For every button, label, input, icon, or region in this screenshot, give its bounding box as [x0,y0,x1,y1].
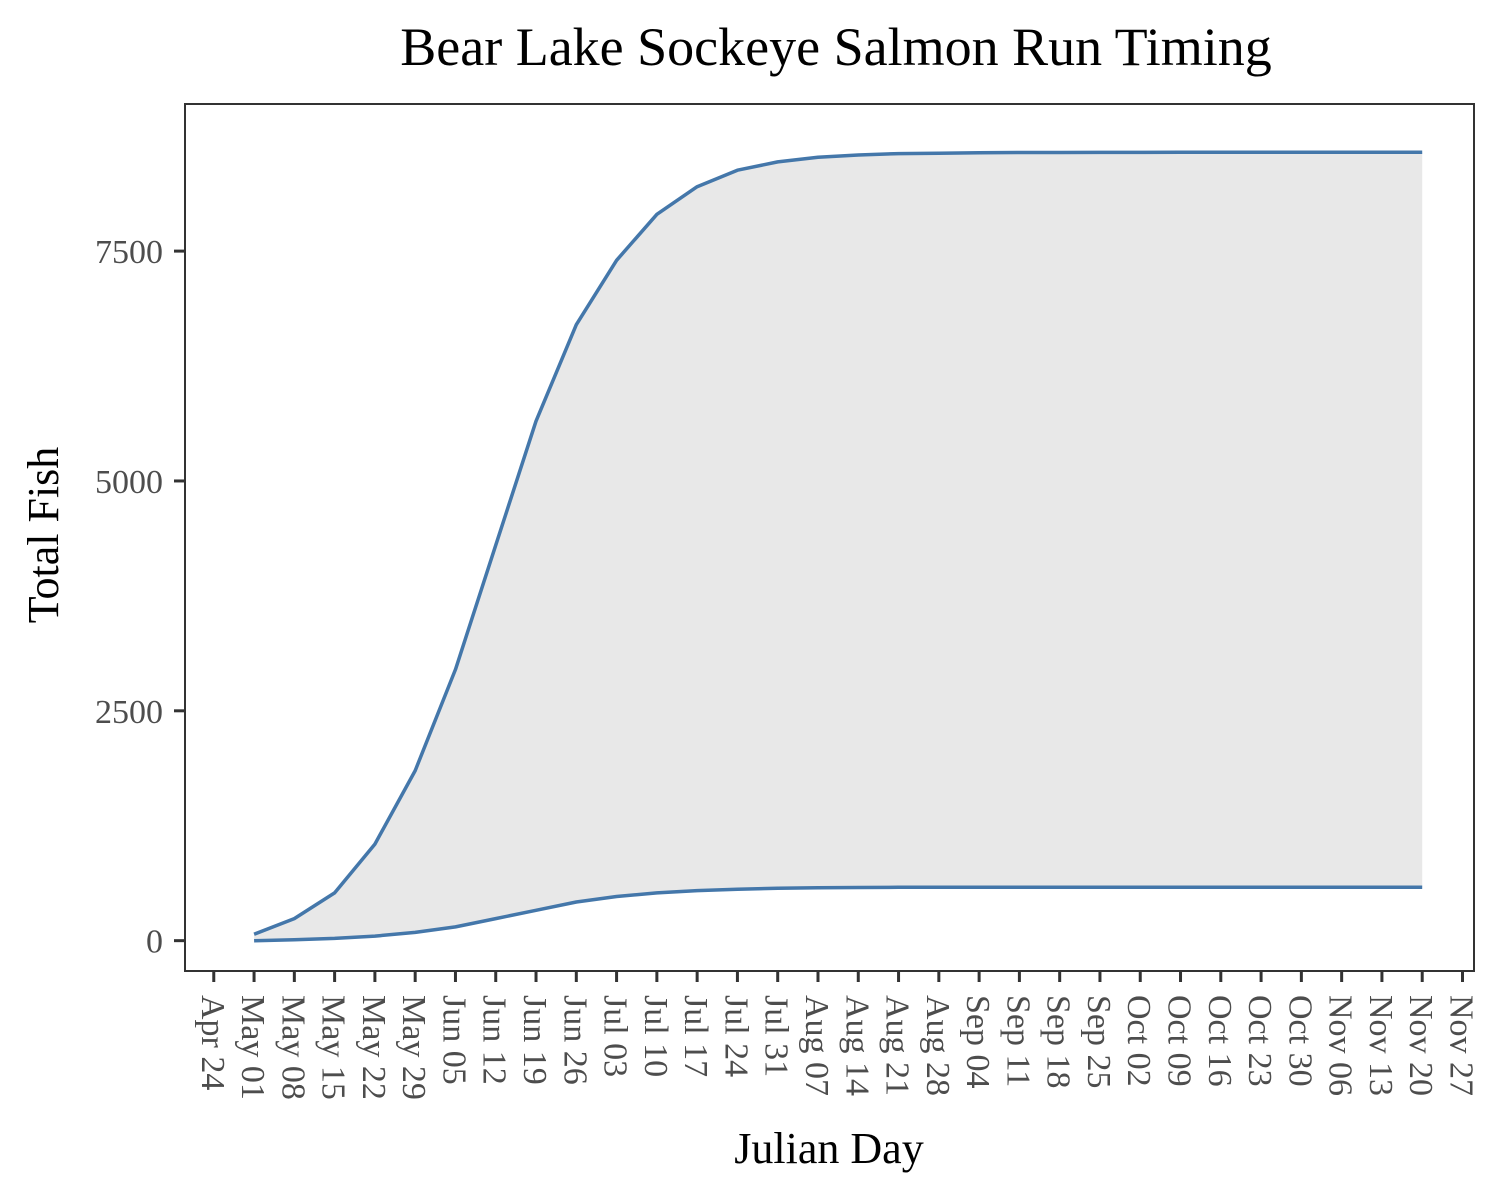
x-tick-label: Oct 16 [1201,995,1238,1087]
x-tick-label: Nov 27 [1443,995,1480,1096]
x-tick-label: Aug 07 [798,995,835,1096]
ribbon-area [254,152,1423,941]
x-tick-label: Jul 10 [637,995,674,1077]
x-tick-label: Jul 17 [677,995,714,1077]
x-axis: Apr 24 May 01 May 08 May 15 May 22 May 29 Jun … [194,971,1480,1100]
x-tick-label: Jul 31 [758,995,795,1077]
x-tick-label: Aug 14 [838,995,875,1096]
x-tick-label: Sep 18 [1040,995,1077,1089]
x-tick-label: Jun 05 [436,995,473,1085]
x-tick-label: Sep 04 [959,995,996,1089]
x-tick-label: Oct 02 [1120,995,1157,1087]
x-tick-label: Jun 26 [556,995,593,1085]
y-axis: 0 2500 5000 7500 [95,234,185,961]
x-tick-label: Oct 09 [1161,995,1198,1087]
x-tick-label: May 15 [315,995,352,1100]
x-tick-label: Jul 24 [717,995,754,1077]
x-tick-label: Jun 19 [516,995,553,1085]
series-layer [253,150,1423,943]
x-tick-label: Nov 06 [1322,995,1359,1096]
x-tick-label: Oct 23 [1241,995,1278,1087]
y-axis-title: Total Fish [19,447,68,624]
x-tick-label: Sep 11 [999,995,1036,1087]
x-tick-label: Aug 21 [879,995,916,1096]
y-tick-label: 0 [146,924,163,961]
x-tick-label: Jul 03 [597,995,634,1077]
series-line-2 [254,885,1423,943]
series-line-1 [253,150,1423,936]
x-tick-label: May 08 [274,995,311,1100]
y-tick-label: 7500 [95,234,163,271]
plot-panel [184,103,1475,972]
x-tick-label: Nov 20 [1402,995,1439,1096]
x-tick-label: May 29 [395,995,432,1100]
x-tick-label: May 22 [355,995,392,1100]
x-axis-title: Julian Day [734,1124,923,1173]
x-tick-label: May 01 [234,995,271,1100]
x-tick-label: Nov 13 [1362,995,1399,1096]
chart-title: Bear Lake Sockeye Salmon Run Timing [400,17,1271,77]
x-tick-label: Apr 24 [194,995,231,1090]
x-tick-label: Sep 25 [1080,995,1117,1089]
ribbon-layer [254,152,1423,941]
x-tick-label: Jun 12 [476,995,513,1085]
x-tick-label: Oct 30 [1281,995,1318,1087]
y-tick-label: 5000 [95,464,163,501]
x-tick-label: Aug 28 [919,995,956,1096]
y-tick-label: 2500 [95,694,163,731]
